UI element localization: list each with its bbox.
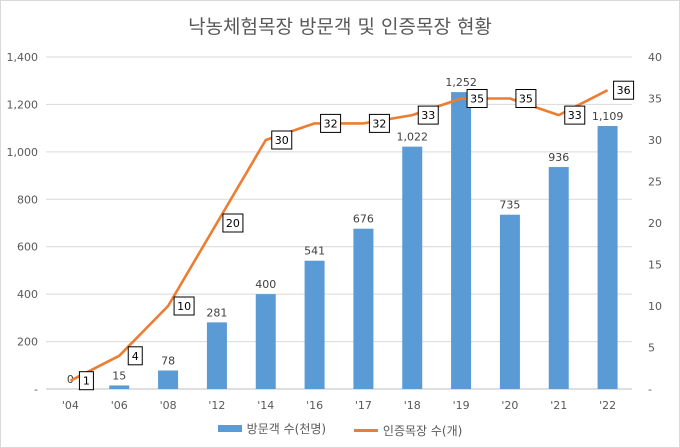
line-data-label: 36: [617, 84, 631, 97]
x-tick-label: '21: [550, 399, 567, 412]
y-left-tick-label: 200: [17, 336, 38, 349]
line-data-label: 33: [421, 109, 435, 122]
y-right-tick-label: 5: [648, 342, 655, 355]
y-right-tick-label: 40: [648, 51, 662, 64]
line-data-label: 30: [275, 134, 289, 147]
line-data-label: 32: [372, 117, 386, 130]
legend-swatch-visitors: [217, 425, 242, 432]
line-label-box: [515, 89, 537, 108]
line-data-label: 4: [132, 350, 139, 363]
y-left-tick-label: 800: [17, 193, 38, 206]
line-data-label: 33: [568, 109, 582, 122]
y-right-tick-label: 15: [648, 259, 662, 272]
legend-label-farms: 인증목장 수(개): [382, 424, 463, 438]
x-tick-label: '14: [257, 399, 274, 412]
bar-data-label: 1,109: [592, 110, 624, 123]
bar: [597, 126, 618, 389]
line-label-box: [564, 105, 586, 125]
line-data-label: 32: [324, 117, 338, 130]
bar-data-label: 676: [353, 213, 374, 226]
legend: 방문객 수(천명) 인증목장 수(개): [0, 420, 680, 439]
x-tick-label: '04: [62, 399, 79, 412]
line-label-box: [78, 371, 94, 391]
x-tick-label: '19: [453, 399, 470, 412]
y-right-tick-label: 10: [648, 300, 662, 313]
line-label-box: [613, 80, 635, 100]
bar: [109, 385, 130, 389]
x-tick-label: '12: [208, 399, 225, 412]
bar-data-label: 400: [255, 278, 276, 291]
line-series-farms: [69, 89, 609, 382]
y-right-tick-label: -: [648, 383, 652, 396]
line-data-label: 10: [177, 300, 191, 313]
x-tick-label: '17: [355, 399, 372, 412]
line-label-box: [222, 213, 244, 233]
legend-item-visitors: 방문객 수(천명): [217, 420, 327, 437]
line-label-box: [127, 346, 143, 366]
y-right-tick-label: 30: [648, 134, 662, 147]
bar: [548, 167, 569, 389]
y-left-tick-label: 1,400: [7, 51, 39, 64]
line-label-box: [173, 296, 195, 316]
y-left-tick-label: -: [34, 383, 38, 396]
chart-title: 낙농체험목장 방문객 및 인증목장 현황: [188, 16, 492, 38]
line-data-label: 35: [470, 93, 484, 106]
y-left-tick-label: 1,000: [7, 146, 39, 159]
bar: [353, 228, 374, 389]
line-data-label: 20: [226, 217, 240, 230]
y-right-tick-label: 25: [648, 176, 662, 189]
x-tick-label: '22: [599, 399, 616, 412]
bar: [158, 370, 179, 389]
bar-data-label: 1,252: [445, 76, 477, 89]
y-right-tick-label: 35: [648, 93, 662, 106]
bar-data-label: 78: [161, 355, 175, 368]
bar-data-label: 281: [206, 306, 227, 319]
y-right-tick-label: 20: [648, 217, 662, 230]
line-label-box: [368, 113, 390, 133]
x-tick-label: '08: [160, 399, 177, 412]
x-tick-label: '16: [306, 399, 323, 412]
bar: [255, 294, 276, 389]
bar: [451, 92, 472, 390]
line-data-label: 35: [519, 93, 533, 106]
bar-data-label: 936: [548, 151, 569, 164]
line-label-box: [320, 113, 342, 133]
bar-data-label: 541: [304, 245, 325, 258]
y-left-tick-label: 400: [17, 288, 38, 301]
x-tick-label: '06: [111, 399, 128, 412]
bar: [402, 146, 423, 389]
bar: [304, 260, 325, 389]
bar: [499, 214, 520, 389]
legend-label-visitors: 방문객 수(천명): [246, 422, 327, 436]
bar-data-label: 15: [112, 369, 126, 382]
line-label-box: [417, 105, 439, 125]
legend-swatch-farms: [353, 429, 378, 432]
legend-item-farms: 인증목장 수(개): [353, 422, 463, 439]
bar-data-label: 735: [499, 199, 520, 212]
x-tick-label: '18: [404, 399, 421, 412]
line-label-box: [466, 89, 488, 108]
y-left-tick-label: 1,200: [7, 98, 39, 111]
bar-data-label: 1,022: [397, 131, 429, 144]
y-left-tick-label: 600: [17, 241, 38, 254]
line-label-box: [271, 130, 293, 150]
line-data-label: 1: [83, 375, 90, 388]
bar: [206, 322, 227, 389]
x-tick-label: '20: [501, 399, 518, 412]
